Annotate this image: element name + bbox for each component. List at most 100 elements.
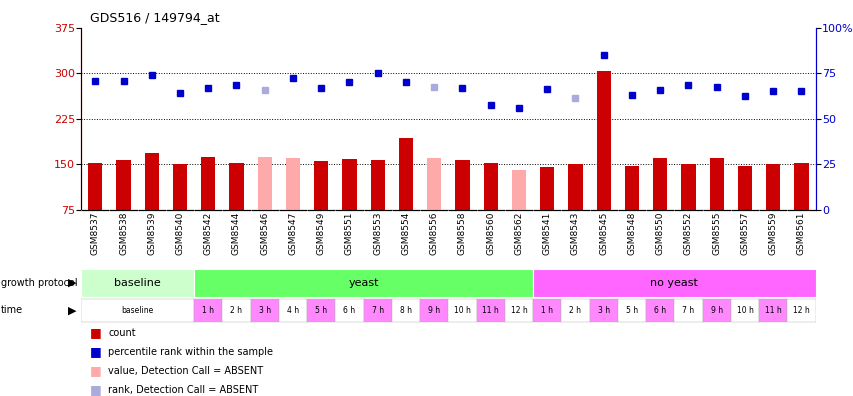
Text: GSM8554: GSM8554 [401, 211, 410, 255]
Text: growth protocol: growth protocol [1, 278, 78, 288]
Text: ■: ■ [90, 326, 102, 339]
Bar [194, 299, 222, 322]
Text: GSM8561: GSM8561 [796, 211, 805, 255]
Text: GSM8548: GSM8548 [627, 211, 635, 255]
Text: GSM8555: GSM8555 [711, 211, 721, 255]
Text: 3 h: 3 h [597, 306, 609, 315]
Bar [258, 157, 271, 210]
Text: GSM8540: GSM8540 [175, 211, 184, 255]
Bar [194, 269, 532, 297]
Bar [624, 166, 638, 210]
Bar [279, 299, 307, 322]
Text: 5 h: 5 h [315, 306, 327, 315]
Text: GSM8544: GSM8544 [232, 211, 241, 255]
Text: 12 h: 12 h [792, 306, 809, 315]
Bar [363, 299, 392, 322]
Text: ■: ■ [90, 383, 102, 396]
Text: ▶: ▶ [68, 278, 77, 288]
Text: 11 h: 11 h [482, 306, 498, 315]
Bar [793, 163, 808, 210]
Bar [229, 163, 243, 210]
Text: baseline: baseline [121, 306, 154, 315]
Text: GSM8542: GSM8542 [204, 211, 212, 255]
Text: 7 h: 7 h [682, 306, 693, 315]
Bar [420, 299, 448, 322]
Bar [532, 269, 815, 297]
Text: no yeast: no yeast [650, 278, 698, 288]
Text: 1 h: 1 h [541, 306, 553, 315]
Bar [81, 299, 194, 322]
Bar [250, 299, 279, 322]
Text: 12 h: 12 h [510, 306, 526, 315]
Bar [392, 299, 420, 322]
Bar [286, 158, 299, 210]
Text: 10 h: 10 h [454, 306, 470, 315]
Text: GSM8562: GSM8562 [514, 211, 523, 255]
Text: GSM8538: GSM8538 [119, 211, 128, 255]
Text: 1 h: 1 h [202, 306, 214, 315]
Text: GSM8550: GSM8550 [655, 211, 664, 255]
Text: GSM8549: GSM8549 [316, 211, 325, 255]
Bar [674, 299, 702, 322]
Bar [758, 299, 786, 322]
Bar [307, 299, 335, 322]
Text: value, Detection Call = ABSENT: value, Detection Call = ABSENT [108, 366, 264, 376]
Bar [737, 166, 751, 210]
Text: GSM8552: GSM8552 [683, 211, 692, 255]
Bar [532, 299, 560, 322]
Bar [730, 299, 758, 322]
Bar [476, 299, 504, 322]
Bar [646, 299, 674, 322]
Text: 5 h: 5 h [625, 306, 637, 315]
Bar [511, 170, 525, 210]
Bar [81, 269, 194, 297]
Text: GSM8537: GSM8537 [90, 211, 100, 255]
Text: GSM8543: GSM8543 [571, 211, 579, 255]
Text: 9 h: 9 h [710, 306, 722, 315]
Text: GSM8545: GSM8545 [599, 211, 607, 255]
Text: 2 h: 2 h [230, 306, 242, 315]
Text: count: count [108, 327, 136, 338]
Bar [455, 160, 469, 210]
Bar [589, 299, 617, 322]
Text: 2 h: 2 h [569, 306, 581, 315]
Bar [116, 160, 131, 210]
Bar [201, 157, 215, 210]
Text: baseline: baseline [114, 278, 161, 288]
Text: yeast: yeast [348, 278, 379, 288]
Text: 9 h: 9 h [427, 306, 440, 315]
Text: GSM8557: GSM8557 [740, 211, 749, 255]
Bar [483, 162, 497, 210]
Bar [596, 71, 610, 210]
Bar [702, 299, 730, 322]
Text: GSM8541: GSM8541 [542, 211, 551, 255]
Text: 11 h: 11 h [764, 306, 780, 315]
Text: 8 h: 8 h [399, 306, 411, 315]
Bar [560, 299, 589, 322]
Text: 3 h: 3 h [258, 306, 270, 315]
Bar [222, 299, 250, 322]
Bar [765, 164, 780, 210]
Bar [540, 168, 554, 210]
Text: 6 h: 6 h [343, 306, 355, 315]
Text: ■: ■ [90, 364, 102, 377]
Bar [568, 164, 582, 210]
Text: 7 h: 7 h [371, 306, 383, 315]
Text: ■: ■ [90, 345, 102, 358]
Text: percentile rank within the sample: percentile rank within the sample [108, 346, 273, 357]
Bar [617, 299, 646, 322]
Bar [173, 164, 187, 210]
Text: GSM8560: GSM8560 [485, 211, 495, 255]
Bar [681, 164, 694, 210]
Text: GSM8547: GSM8547 [288, 211, 297, 255]
Bar [448, 299, 476, 322]
Bar [398, 138, 413, 210]
Text: GSM8553: GSM8553 [373, 211, 382, 255]
Text: ▶: ▶ [68, 305, 77, 316]
Text: GSM8551: GSM8551 [345, 211, 354, 255]
Text: GSM8558: GSM8558 [457, 211, 467, 255]
Text: GSM8559: GSM8559 [768, 211, 777, 255]
Text: 6 h: 6 h [653, 306, 665, 315]
Text: rank, Detection Call = ABSENT: rank, Detection Call = ABSENT [108, 385, 258, 395]
Text: GSM8546: GSM8546 [260, 211, 269, 255]
